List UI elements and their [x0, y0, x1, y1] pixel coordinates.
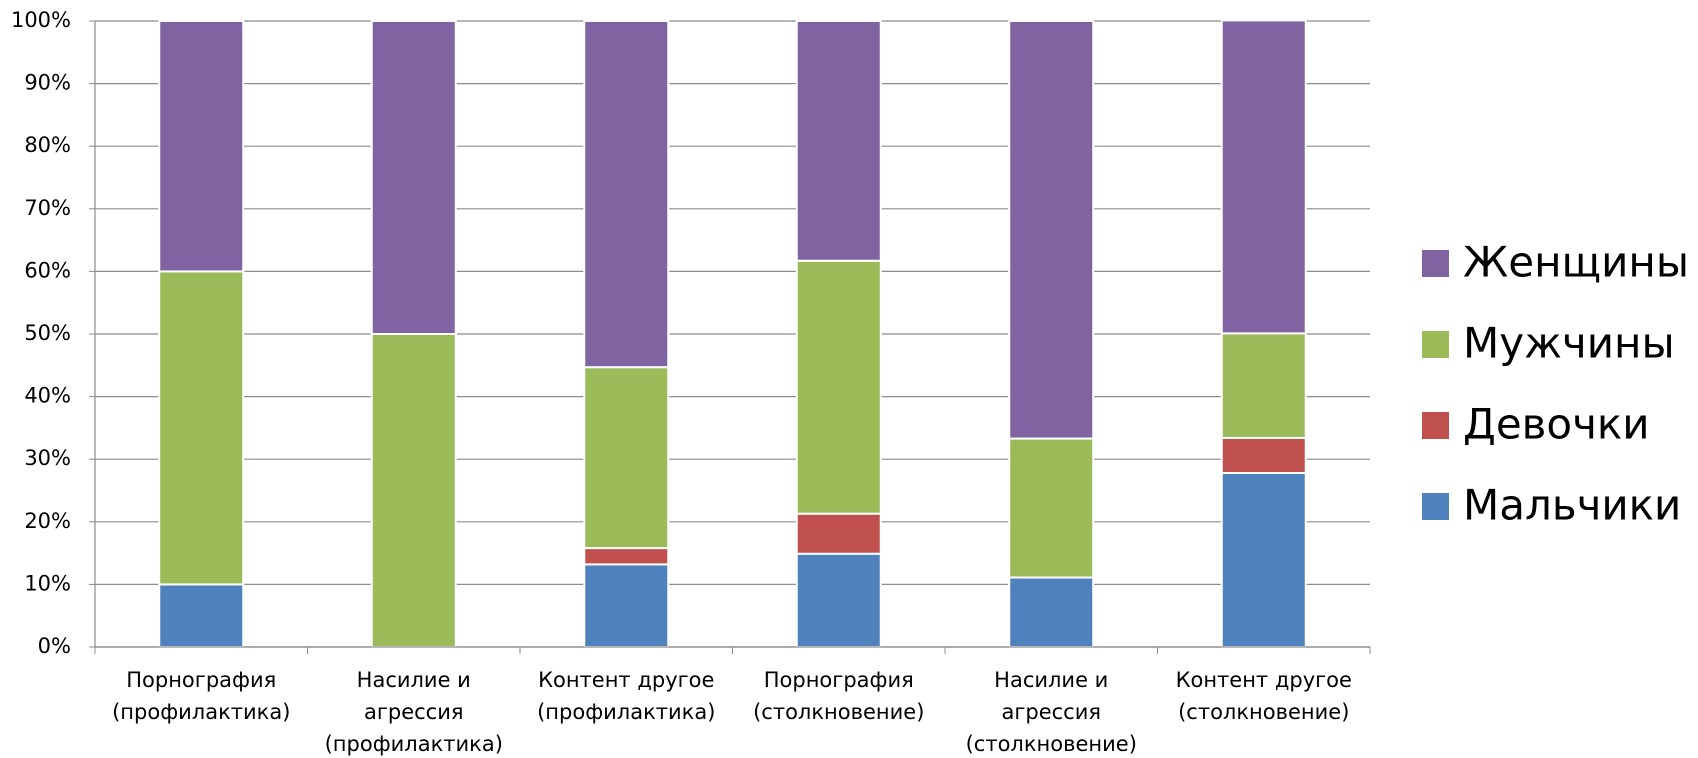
y-tick-label: 0% [38, 634, 71, 658]
y-tick-label: 50% [24, 321, 71, 345]
legend-label: Девочки [1463, 400, 1650, 449]
legend-label: Мальчики [1463, 481, 1681, 530]
x-tick-label: Насилие и [994, 668, 1108, 692]
bar-segment [795, 512, 882, 555]
x-tick-label: (столкновение) [753, 700, 924, 724]
bar-segment [1008, 20, 1095, 440]
y-tick-label: 60% [24, 258, 71, 282]
y-tick-label: 80% [24, 133, 71, 157]
x-tick-label: (столкновение) [966, 732, 1137, 756]
legend-swatch [1422, 250, 1449, 277]
bar-segment [1220, 332, 1307, 439]
bar-segment [795, 20, 882, 262]
y-tick-label: 20% [24, 509, 71, 533]
bar-segment [583, 20, 670, 369]
bar-segment [795, 259, 882, 515]
x-tick-label: Контент другое [1176, 668, 1352, 692]
bar-segment [158, 270, 245, 586]
bar-segment [158, 20, 245, 273]
bar-segment [795, 552, 882, 649]
x-tick-label: агрессия [1001, 700, 1101, 724]
y-tick-label: 90% [24, 71, 71, 95]
bar-segment [1220, 471, 1307, 648]
y-tick-label: 100% [11, 8, 71, 32]
legend-swatch [1422, 493, 1449, 520]
bar-segment [583, 366, 670, 550]
bar-segment [583, 547, 670, 566]
y-tick-label: 30% [24, 446, 71, 470]
legend-swatch [1422, 331, 1449, 358]
bar-segment [370, 20, 457, 335]
x-tick-label: Порнография [764, 668, 914, 692]
x-tick-label: Контент другое [538, 668, 714, 692]
y-tick-label: 40% [24, 384, 71, 408]
x-tick-label: (столкновение) [1178, 700, 1349, 724]
bar-segment [158, 583, 245, 649]
x-tick-label: Насилие и [357, 668, 471, 692]
legend-label: Женщины [1463, 238, 1689, 287]
x-tick-label: (профилактика) [537, 700, 715, 724]
legend-label: Мужчины [1463, 319, 1675, 368]
x-tick-label: Порнография [126, 668, 276, 692]
bar-segment [1220, 19, 1307, 335]
x-tick-label: (профилактика) [112, 700, 290, 724]
legend-swatch [1422, 412, 1449, 439]
x-tick-label: (профилактика) [325, 732, 503, 756]
y-tick-label: 10% [24, 571, 71, 595]
bar-segment [583, 563, 670, 648]
y-tick-label: 70% [24, 196, 71, 220]
bar-segment [1008, 576, 1095, 648]
bar-segment [370, 333, 457, 648]
bar-segment [1220, 436, 1307, 474]
bar-segment [1008, 437, 1095, 579]
x-tick-label: агрессия [364, 700, 464, 724]
